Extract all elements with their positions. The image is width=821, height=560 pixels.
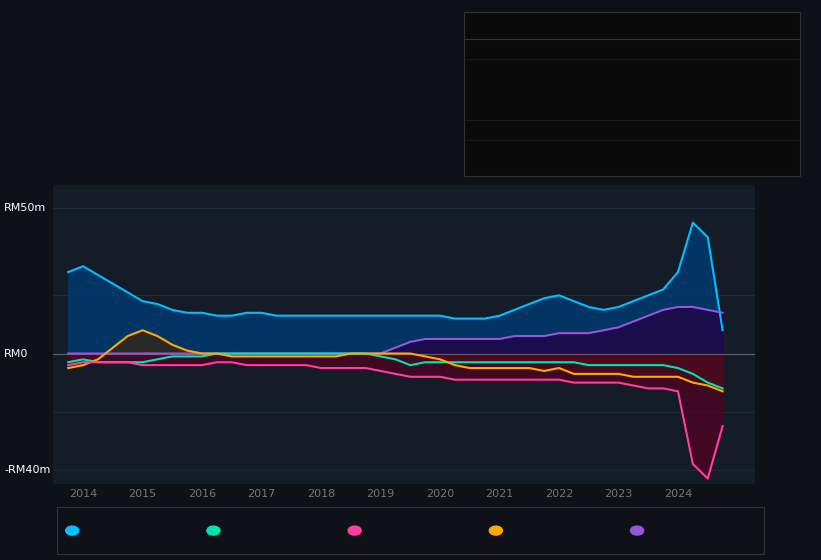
Text: Revenue: Revenue	[472, 42, 517, 52]
Text: Revenue: Revenue	[82, 526, 131, 535]
Text: /yr: /yr	[669, 42, 686, 52]
Text: Sep 30 2024: Sep 30 2024	[472, 18, 549, 28]
Text: Earnings: Earnings	[472, 62, 517, 72]
Text: /yr: /yr	[669, 123, 686, 133]
Text: /yr: /yr	[669, 62, 686, 72]
Text: -RM12.414m: -RM12.414m	[608, 62, 681, 72]
Text: Cash From Op: Cash From Op	[472, 123, 545, 133]
Text: profit margin: profit margin	[647, 82, 718, 92]
Text: RM50m: RM50m	[4, 203, 46, 213]
Text: Free Cash Flow: Free Cash Flow	[365, 526, 448, 535]
Text: RM0: RM0	[4, 348, 29, 358]
Text: RM14.168m: RM14.168m	[608, 143, 677, 153]
Text: -RM13.641m: -RM13.641m	[608, 123, 681, 133]
Text: Earnings: Earnings	[223, 526, 272, 535]
Text: -RM40m: -RM40m	[4, 465, 50, 475]
Text: Operating Expenses: Operating Expenses	[647, 526, 759, 535]
Text: /yr: /yr	[669, 143, 686, 153]
Text: Operating Expenses: Operating Expenses	[472, 143, 577, 153]
Text: -158.7%: -158.7%	[608, 82, 651, 92]
Text: /yr: /yr	[669, 102, 686, 113]
Text: RM7.823m: RM7.823m	[608, 42, 670, 52]
Text: Cash From Op: Cash From Op	[506, 526, 584, 535]
Text: Free Cash Flow: Free Cash Flow	[472, 102, 550, 113]
Text: -RM25.738m: -RM25.738m	[608, 102, 681, 113]
